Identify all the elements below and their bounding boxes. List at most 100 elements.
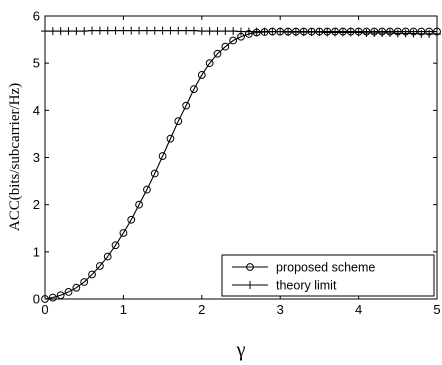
series-line-0 bbox=[44, 31, 437, 300]
y-tick-label: 1 bbox=[33, 244, 40, 259]
point-0-24 bbox=[229, 36, 238, 45]
point-0-7 bbox=[95, 262, 104, 270]
point-1-19 bbox=[189, 26, 198, 35]
point-1-40 bbox=[354, 28, 363, 37]
point-0-20 bbox=[197, 71, 206, 79]
x-tick-label: 4 bbox=[355, 302, 362, 317]
series-layer bbox=[41, 26, 441, 303]
point-0-9 bbox=[111, 241, 120, 250]
point-1-10 bbox=[119, 26, 128, 35]
point-1-12 bbox=[135, 26, 144, 35]
point-1-44 bbox=[385, 28, 394, 37]
point-0-19 bbox=[190, 85, 198, 94]
point-1-35 bbox=[315, 28, 324, 37]
point-1-4 bbox=[72, 27, 81, 36]
y-tick-label: 3 bbox=[33, 150, 40, 165]
point-1-11 bbox=[127, 26, 136, 35]
point-1-38 bbox=[338, 28, 347, 37]
legend: proposed scheme theory limit bbox=[221, 254, 435, 297]
point-1-28 bbox=[260, 27, 269, 36]
point-0-4 bbox=[72, 283, 81, 292]
point-1-23 bbox=[221, 27, 230, 36]
point-1-1 bbox=[48, 27, 57, 36]
tick-layer: 0 1 2 3 4 5 0 1 2 3 4 5 6 bbox=[33, 9, 441, 318]
point-1-39 bbox=[346, 28, 355, 37]
point-1-15 bbox=[158, 26, 167, 35]
point-1-18 bbox=[182, 26, 191, 35]
x-tick-label: 0 bbox=[41, 302, 48, 317]
legend-label-1: theory limit bbox=[276, 279, 337, 293]
point-0-12 bbox=[135, 200, 143, 209]
y-axis-label: ACC(bits/subcarrier/Hz) bbox=[7, 83, 23, 231]
y-tick-label: 4 bbox=[33, 103, 40, 118]
point-1-41 bbox=[362, 28, 371, 37]
legend-box bbox=[221, 254, 435, 297]
y-tick-label: 6 bbox=[33, 9, 40, 24]
point-1-5 bbox=[80, 27, 89, 36]
point-1-32 bbox=[291, 28, 300, 37]
point-1-48 bbox=[417, 29, 426, 38]
point-0-8 bbox=[103, 252, 112, 261]
point-0-11 bbox=[127, 215, 136, 224]
point-0-17 bbox=[174, 117, 183, 126]
x-tick-label: 5 bbox=[433, 302, 440, 317]
point-1-46 bbox=[401, 29, 410, 38]
point-1-31 bbox=[284, 28, 293, 37]
point-0-14 bbox=[150, 169, 159, 178]
point-1-33 bbox=[299, 28, 308, 37]
point-0-16 bbox=[166, 134, 175, 143]
point-1-36 bbox=[323, 28, 332, 37]
point-1-25 bbox=[237, 27, 245, 36]
point-1-17 bbox=[174, 26, 183, 35]
point-0-21 bbox=[205, 59, 214, 68]
point-1-8 bbox=[103, 26, 112, 35]
point-0-15 bbox=[158, 152, 167, 160]
point-1-22 bbox=[213, 27, 222, 36]
point-0-3 bbox=[64, 288, 73, 296]
point-1-2 bbox=[56, 27, 65, 36]
legend-label-0: proposed scheme bbox=[276, 261, 375, 275]
point-1-21 bbox=[205, 27, 214, 36]
x-axis-label: γ bbox=[236, 339, 246, 361]
point-0-13 bbox=[143, 185, 151, 194]
legend-marker-1 bbox=[246, 281, 254, 289]
point-1-7 bbox=[95, 26, 104, 35]
point-1-47 bbox=[409, 29, 418, 38]
y-tick-label: 0 bbox=[33, 292, 40, 307]
x-tick-label: 2 bbox=[198, 302, 205, 317]
point-1-30 bbox=[276, 27, 285, 36]
point-0-23 bbox=[221, 42, 230, 51]
point-1-29 bbox=[268, 27, 277, 36]
legend-entry-0: proposed scheme bbox=[232, 261, 375, 275]
point-0-10 bbox=[119, 229, 128, 237]
point-1-42 bbox=[370, 28, 379, 37]
point-0-18 bbox=[182, 101, 191, 110]
point-1-49 bbox=[425, 29, 434, 38]
point-0-6 bbox=[88, 270, 96, 279]
point-1-16 bbox=[166, 26, 175, 35]
point-1-20 bbox=[197, 27, 206, 36]
legend-marker-0 bbox=[246, 263, 254, 271]
point-1-14 bbox=[150, 26, 159, 35]
point-1-27 bbox=[252, 27, 261, 36]
point-0-22 bbox=[213, 49, 222, 58]
x-tick-label: 1 bbox=[120, 302, 127, 317]
point-1-6 bbox=[88, 26, 97, 35]
point-1-37 bbox=[331, 28, 340, 37]
point-1-43 bbox=[378, 28, 387, 37]
point-1-24 bbox=[229, 27, 238, 36]
point-1-26 bbox=[244, 27, 253, 36]
x-tick-label: 3 bbox=[277, 302, 284, 317]
series-circle bbox=[41, 27, 441, 303]
point-1-9 bbox=[111, 26, 120, 35]
legend-entry-1: theory limit bbox=[232, 279, 337, 293]
point-0-5 bbox=[80, 278, 89, 286]
point-1-13 bbox=[142, 26, 151, 35]
point-1-34 bbox=[307, 28, 316, 37]
point-0-1 bbox=[48, 293, 57, 302]
point-1-3 bbox=[64, 27, 73, 36]
y-tick-label: 2 bbox=[33, 197, 40, 212]
y-tick-label: 5 bbox=[33, 56, 40, 71]
point-1-45 bbox=[393, 29, 402, 38]
